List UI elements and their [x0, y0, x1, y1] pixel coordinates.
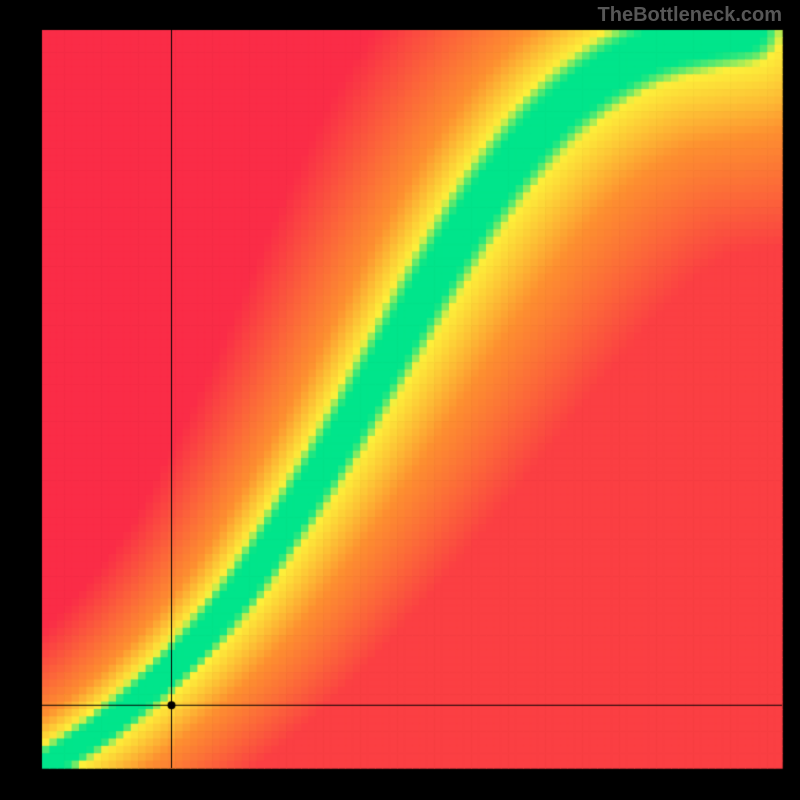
chart-container: TheBottleneck.com	[0, 0, 800, 800]
heatmap-canvas	[0, 0, 800, 800]
watermark-text: TheBottleneck.com	[598, 4, 782, 27]
